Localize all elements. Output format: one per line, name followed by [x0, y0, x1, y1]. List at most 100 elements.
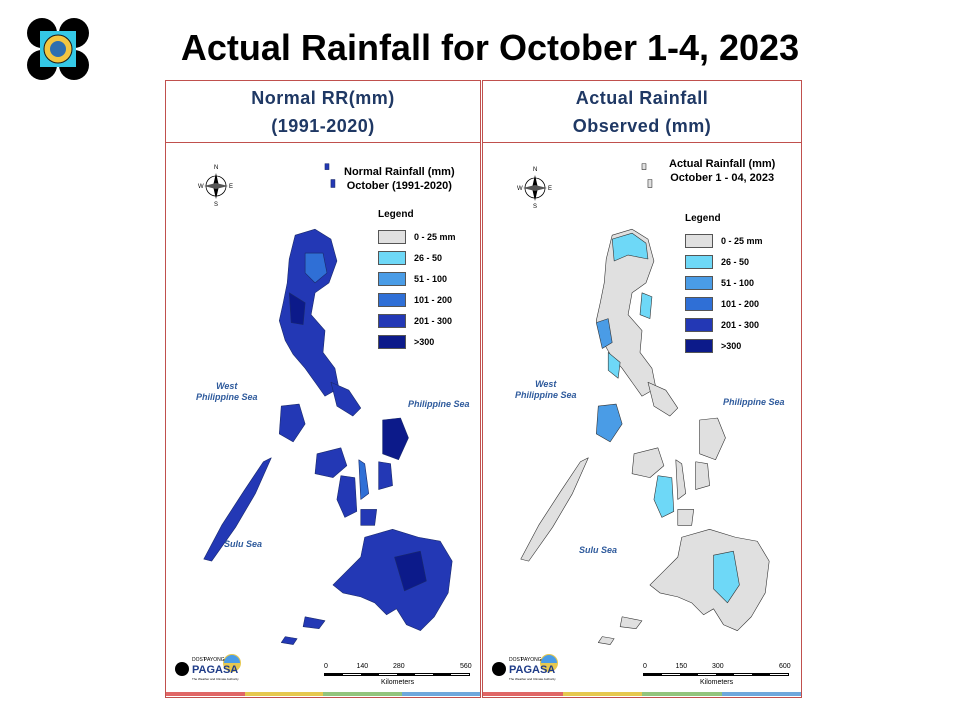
legend-label: 101 - 200 [414, 294, 453, 305]
map-title-line: Normal Rainfall (mm) [344, 166, 455, 178]
legend-item: 201 - 300 [685, 314, 763, 335]
scale-tick-label: 300 [712, 663, 724, 670]
legend-label: 101 - 200 [721, 298, 760, 309]
legend-label: 201 - 300 [414, 315, 453, 326]
scale-tick-label: 140 [356, 663, 369, 670]
legend-swatch [685, 296, 713, 311]
compass-n: N [533, 167, 537, 173]
pagasa-logo-icon: DOST PAYONG PAGASA The Weather and Clima… [492, 654, 558, 681]
pagasa-tagline: The Weather and Climate Authority [192, 677, 239, 681]
pagasa-small: DOST [192, 657, 206, 663]
panel-header-line: Observed (mm) [572, 115, 712, 136]
compass-rose-icon: N S W E [517, 167, 552, 209]
pagasa-brand: PAGASA [192, 664, 238, 676]
legend-swatch [685, 233, 713, 248]
footer-stripe-segment [562, 692, 642, 696]
footer-stripe [483, 692, 801, 696]
sea-label-west: West Philippine Sea [196, 381, 258, 403]
footer-stripe-segment [401, 692, 480, 696]
sea-label-line: Philippine Sea [196, 392, 258, 402]
legend-label: 0 - 25 mm [721, 235, 763, 246]
legend-item: 51 - 100 [685, 272, 763, 293]
compass-s: S [214, 202, 218, 207]
legend-item: 26 - 50 [378, 247, 456, 268]
scale-tick-label: 150 [675, 663, 688, 670]
sea-label-south: Sulu Sea [579, 545, 618, 555]
sea-label-east: Philippine Sea [408, 399, 470, 409]
scale-bar-line [643, 673, 789, 676]
legend-swatch [378, 229, 406, 244]
map-title-line: October (1991-2020) [346, 180, 452, 192]
legend-item: 101 - 200 [378, 289, 456, 310]
philippines-map-actual [520, 163, 770, 645]
legend-label: 51 - 100 [414, 273, 448, 284]
panel-header-line: Actual Rainfall [575, 87, 709, 108]
scale-tick-label: 280 [393, 663, 405, 670]
legend-label: >300 [721, 340, 742, 351]
compass-w: W [198, 184, 204, 190]
panel-header: Normal RR(mm) (1991-2020) [166, 81, 480, 143]
compass-e: E [229, 184, 233, 190]
map-title: Normal Rainfall (mm) October (1991-2020) [344, 165, 455, 193]
legend-item: 101 - 200 [685, 293, 763, 314]
legend-swatch [685, 338, 713, 353]
legend-label: >300 [414, 336, 435, 347]
legend-label: 26 - 50 [721, 256, 750, 267]
legend-item: 201 - 300 [378, 310, 456, 331]
legend-swatch [378, 313, 406, 328]
legend-item: 0 - 25 mm [685, 230, 763, 251]
legend-item: 51 - 100 [378, 268, 456, 289]
footer-stripe [166, 692, 480, 696]
slide-title: Actual Rainfall for October 1-4, 2023 [180, 27, 800, 68]
sea-label-line: West [216, 381, 238, 391]
legend-swatch [378, 271, 406, 286]
sea-label-line: West [535, 379, 557, 389]
map-title-line: Actual Rainfall (mm) [669, 158, 776, 170]
philippines-map-normal [203, 163, 453, 645]
actual-rainfall-panel: Actual Rainfall Observed (mm) [482, 80, 802, 698]
scale-tick-label: 600 [779, 663, 791, 670]
legend-label: 26 - 50 [414, 252, 443, 263]
legend-item: 26 - 50 [685, 251, 763, 272]
footer-stripe-segment [483, 692, 563, 696]
legend-label: 0 - 25 mm [414, 231, 456, 242]
scale-bar: 0 140 280 560 Kilometers [324, 663, 472, 703]
legend-title: Legend [685, 213, 721, 224]
compass-w: W [517, 186, 523, 192]
normal-rainfall-panel: Normal RR(mm) (1991-2020) [165, 80, 481, 698]
legend-swatch [378, 250, 406, 265]
panel-header-line: Normal RR(mm) [251, 87, 395, 108]
legend-swatch [378, 292, 406, 307]
pagasa-brand: PAGASA [509, 664, 555, 676]
scale-tick-label: 0 [643, 663, 647, 670]
legend-swatch [685, 317, 713, 332]
legend: Legend 0 - 25 mm 26 - 50 51 - 100 101 - 200… [378, 209, 456, 352]
sea-label-line: Philippine Sea [515, 390, 577, 400]
scale-unit-label: Kilometers [700, 679, 734, 686]
compass-s: S [533, 204, 537, 209]
map-title: Actual Rainfall (mm) October 1 - 04, 202… [669, 157, 775, 185]
panel-header-line: (1991-2020) [271, 115, 375, 136]
footer-stripe-segment [166, 692, 245, 696]
sea-label-south: Sulu Sea [224, 539, 263, 549]
sea-label-west: West Philippine Sea [515, 379, 577, 401]
footer-stripe-segment [244, 692, 323, 696]
map-title-line: October 1 - 04, 2023 [670, 172, 775, 184]
legend-label: 51 - 100 [721, 277, 755, 288]
legend-item: 0 - 25 mm [378, 226, 456, 247]
pagasa-tag: PAYONG [204, 657, 225, 663]
footer-stripe-segment [721, 692, 801, 696]
scale-tick-label: 0 [324, 663, 328, 670]
legend-item: >300 [685, 335, 763, 356]
scale-unit-label: Kilometers [381, 679, 415, 686]
pagasa-small: DOST [509, 657, 523, 663]
pagasa-logo-icon: DOST PAYONG PAGASA The Weather and Clima… [175, 654, 241, 681]
pagasa-tagline: The Weather and Climate Authority [509, 677, 556, 681]
dost-seal-icon [26, 17, 90, 81]
legend-label: 201 - 300 [721, 319, 760, 330]
footer-stripe-segment [642, 692, 722, 696]
legend: Legend 0 - 25 mm 26 - 50 51 - 100 101 - 200… [685, 213, 763, 356]
map-area: Actual Rainfall (mm) October 1 - 04, 202… [483, 143, 801, 697]
map-area: Normal Rainfall (mm) October (1991-2020)… [166, 143, 480, 697]
compass-rose-icon: N S W E [198, 165, 233, 207]
